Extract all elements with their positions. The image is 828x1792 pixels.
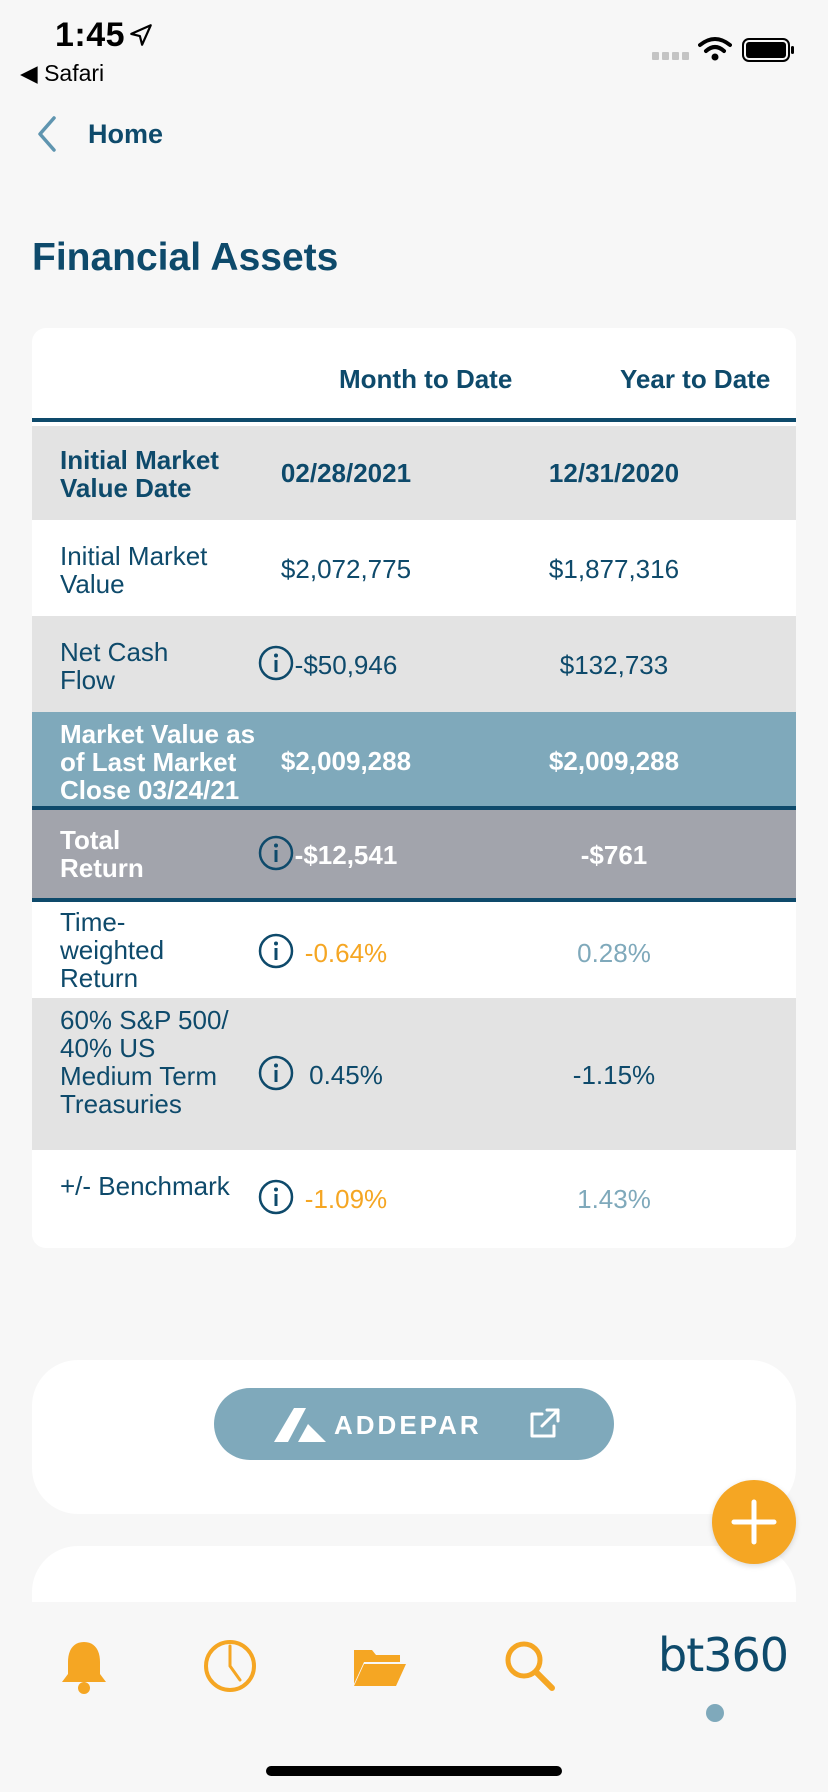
back-to-safari-link[interactable]: ◀ Safari [20, 60, 105, 86]
row-value-ytd: 12/31/2020 [548, 458, 680, 488]
location-arrow-icon [130, 24, 152, 46]
addepar-button[interactable]: ADDEPAR [214, 1388, 614, 1460]
table-row: Net Cash Flow -$50,946 $132,733 [32, 616, 796, 712]
row-label: Initial Market Value [60, 541, 208, 599]
table-row: +/- Benchmark -1.09% 1.43% [32, 1150, 796, 1248]
table-header: Month to Date Year to Date [32, 328, 796, 422]
bell-icon[interactable] [54, 1636, 114, 1696]
row-value-ytd: 1.43% [577, 1184, 651, 1214]
row-value-mtd: 0.45% [309, 1060, 383, 1090]
chevron-left-icon [38, 116, 56, 152]
row-value-mtd: -$12,541 [294, 840, 398, 870]
row-label: Market Value as of Last Market Close 03/… [60, 719, 256, 805]
table-row: Time-weighted Return -0.64% 0.28% [32, 902, 796, 998]
addepar-logo-icon [274, 1408, 326, 1442]
row-value-ytd: -1.15% [572, 1060, 656, 1090]
tab-bar: bt360 [0, 1602, 828, 1792]
cellular-signal-icon [652, 52, 689, 60]
back-button-label: Home [88, 118, 164, 149]
row-label: Time-weighted Return [60, 907, 165, 993]
wifi-icon [698, 37, 732, 61]
row-label: Net Cash Flow [60, 637, 169, 695]
home-indicator[interactable] [266, 1766, 562, 1776]
row-value-ytd: $132,733 [559, 650, 669, 680]
battery-icon [742, 38, 794, 62]
add-button[interactable] [712, 1480, 796, 1564]
row-value-mtd: -$50,946 [294, 650, 398, 680]
external-link-icon [530, 1408, 560, 1438]
row-value-ytd: $1,877,316 [548, 554, 680, 584]
folder-icon[interactable] [350, 1636, 410, 1696]
financial-assets-table: Month to Date Year to Date Initial Marke… [32, 328, 796, 1248]
info-icon[interactable] [257, 932, 295, 970]
active-tab-indicator [706, 1704, 724, 1722]
row-label: +/- Benchmark [60, 1171, 230, 1201]
row-value-ytd: 0.28% [577, 938, 651, 968]
table-row-total-return: Total Return -$12,541 -$761 [32, 810, 796, 902]
page-title: Financial Assets [32, 236, 339, 279]
status-bar: 1:45 ◀ Safari [0, 0, 828, 96]
row-value-mtd: 02/28/2021 [280, 458, 412, 488]
addepar-button-label: ADDEPAR [334, 1410, 482, 1440]
row-label: 60% S&P 500/ 40% US Medium Term Treasuri… [60, 1005, 229, 1119]
search-icon[interactable] [500, 1636, 560, 1696]
row-value-mtd: $2,009,288 [280, 746, 412, 776]
info-icon[interactable] [257, 1054, 295, 1092]
status-time: 1:45 [55, 16, 126, 54]
info-icon[interactable] [257, 644, 295, 682]
column-header-ytd: Year to Date [620, 364, 771, 394]
row-value-mtd: -0.64% [304, 938, 388, 968]
info-icon[interactable] [257, 834, 295, 872]
table-row: Initial Market Value Date 02/28/2021 12/… [32, 426, 796, 520]
table-row: Initial Market Value $2,072,775 $1,877,3… [32, 520, 796, 616]
row-value-ytd: $2,009,288 [548, 746, 680, 776]
clock-icon[interactable] [200, 1636, 260, 1696]
row-label: Total Return [60, 825, 144, 883]
info-icon[interactable] [257, 1178, 295, 1216]
row-label: Initial Market Value Date [60, 445, 219, 503]
table-row: 60% S&P 500/ 40% US Medium Term Treasuri… [32, 998, 796, 1150]
row-value-ytd: -$761 [580, 840, 648, 870]
column-header-mtd: Month to Date [339, 364, 513, 394]
plus-icon [731, 1499, 777, 1545]
row-value-mtd: $2,072,775 [280, 554, 412, 584]
bt360-tab-logo[interactable]: bt360 [658, 1628, 789, 1682]
back-button[interactable]: Home [34, 112, 163, 156]
row-value-mtd: -1.09% [304, 1184, 388, 1214]
table-row-market-value: Market Value as of Last Market Close 03/… [32, 712, 796, 810]
